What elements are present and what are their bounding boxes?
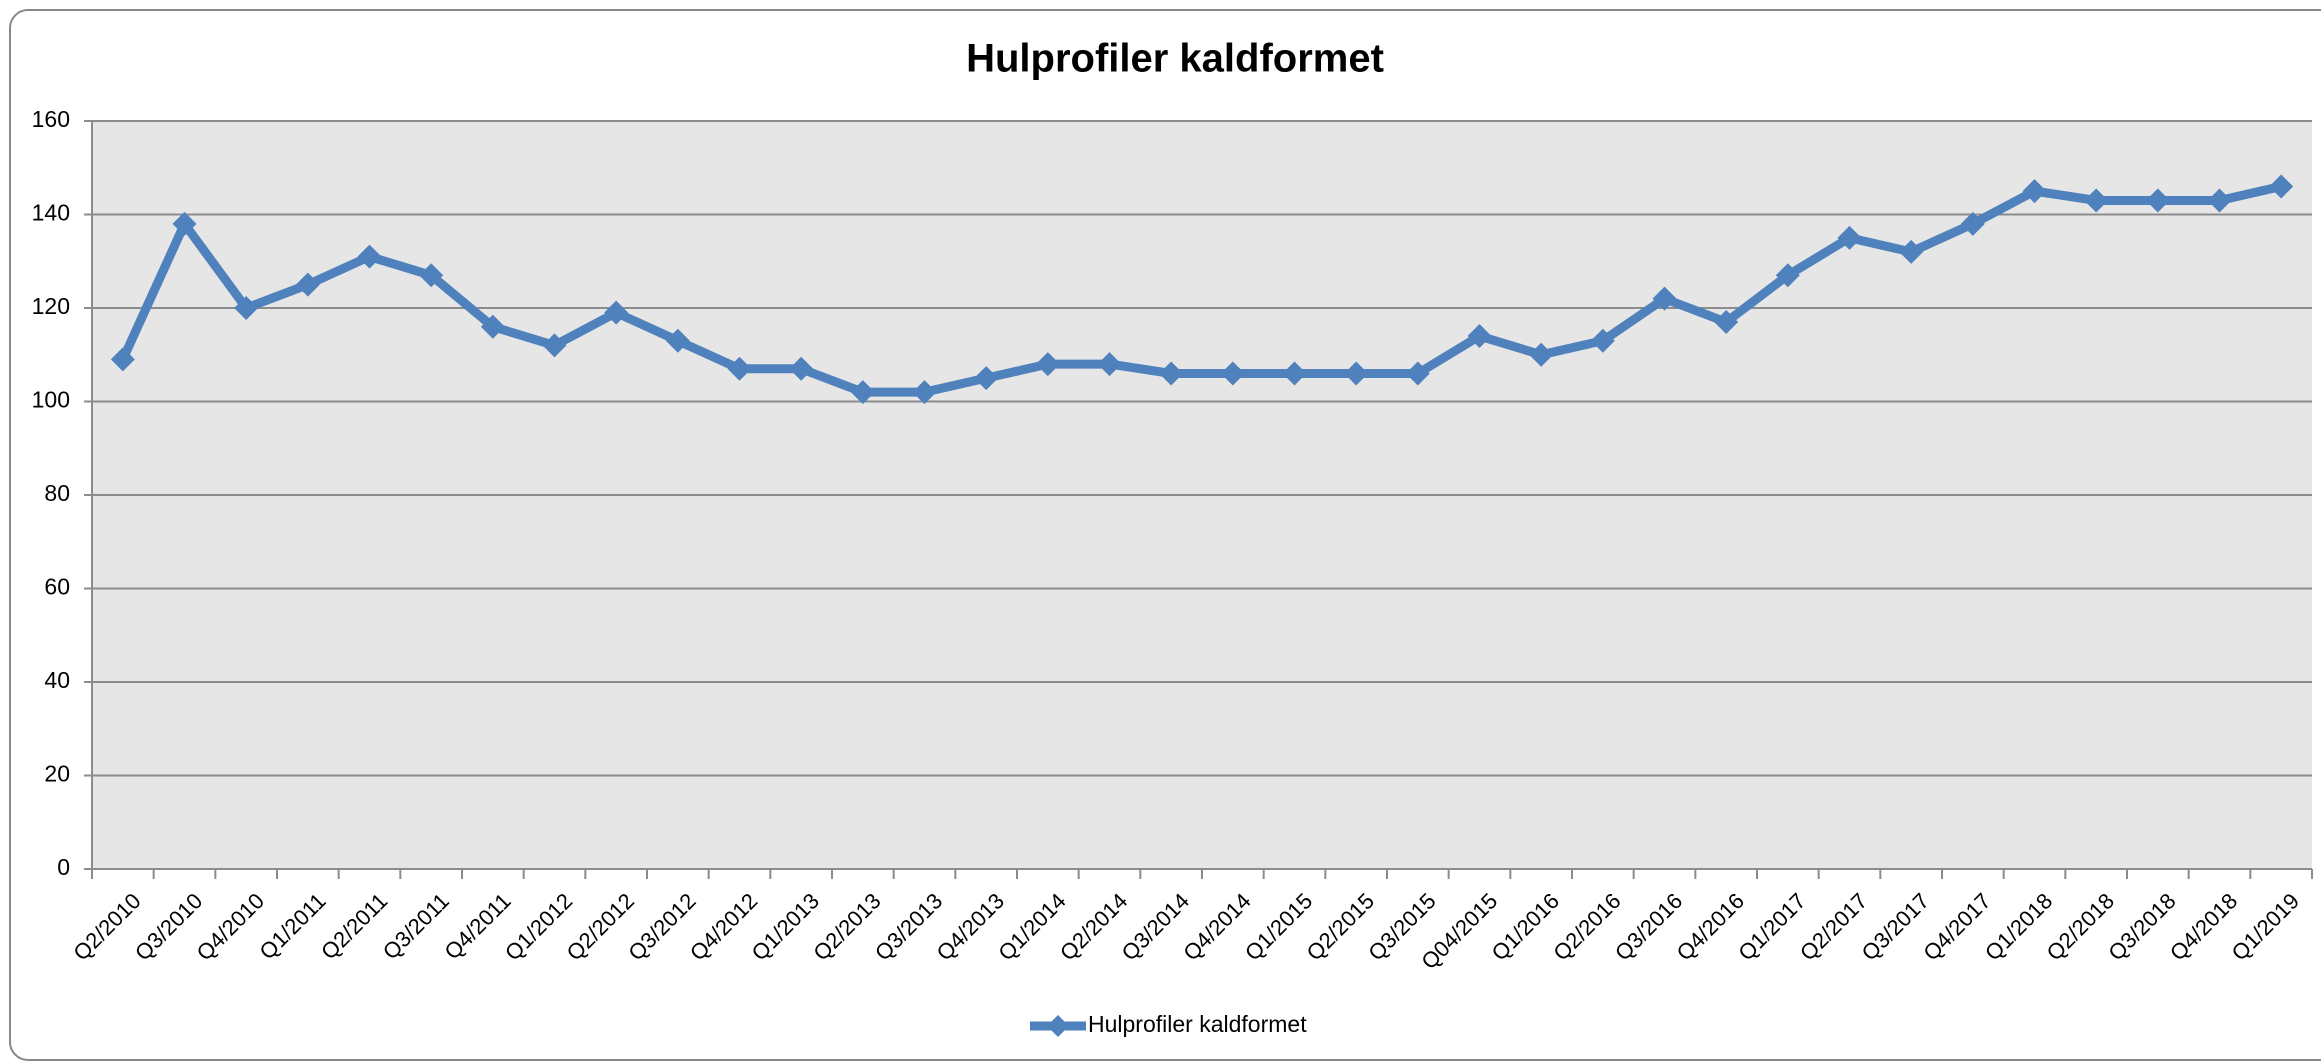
data-point [542,333,567,358]
y-tick-label: 0 [57,854,70,880]
grid [92,120,2312,870]
data-point [110,347,135,372]
y-tick-label: 80 [44,480,70,506]
legend: Hulprofiler kaldformet [1030,1011,1307,1037]
data-point [2022,179,2047,204]
data-point [665,328,690,353]
legend-swatch-marker [1047,1015,1069,1037]
y-tick-label: 60 [44,574,70,600]
data-point [1097,352,1122,377]
data-point [2207,188,2232,213]
legend-label: Hulprofiler kaldformet [1088,1011,1307,1037]
data-point [1652,286,1677,311]
data-point [912,380,937,405]
data-point [1159,361,1184,386]
data-point [480,314,505,339]
data-point [1775,263,1800,288]
data-point [1837,225,1862,250]
data-point [727,356,752,381]
data-point [1590,328,1615,353]
data-point [2084,188,2109,213]
data-point [1467,324,1492,349]
data-point [1405,361,1430,386]
data-point [357,244,382,269]
data-line [118,182,2283,397]
data-point [604,300,629,325]
marks [110,174,2294,405]
data-point [295,272,320,297]
data-point [850,380,875,405]
y-tick-label: 100 [32,387,70,413]
data-point [2269,174,2294,199]
data-point [1529,342,1554,367]
y-tick-label: 20 [44,761,70,787]
data-point [1344,361,1369,386]
y-tick-label: 140 [32,200,70,226]
data-point [1714,310,1739,335]
chart-title: Hulprofiler kaldformet [966,37,1384,81]
data-point [1220,361,1245,386]
y-tick-label: 160 [32,106,70,132]
data-point [172,211,197,236]
data-point [234,296,259,320]
data-point [974,366,999,391]
y-tick-label: 40 [44,667,70,693]
y-tick-label: 120 [32,293,70,319]
data-point [789,356,814,381]
data-point [1899,239,1924,264]
data-point [1282,361,1307,386]
data-point [1035,352,1060,377]
data-point [1960,211,1985,236]
data-point [2145,188,2170,213]
data-point [419,263,444,288]
